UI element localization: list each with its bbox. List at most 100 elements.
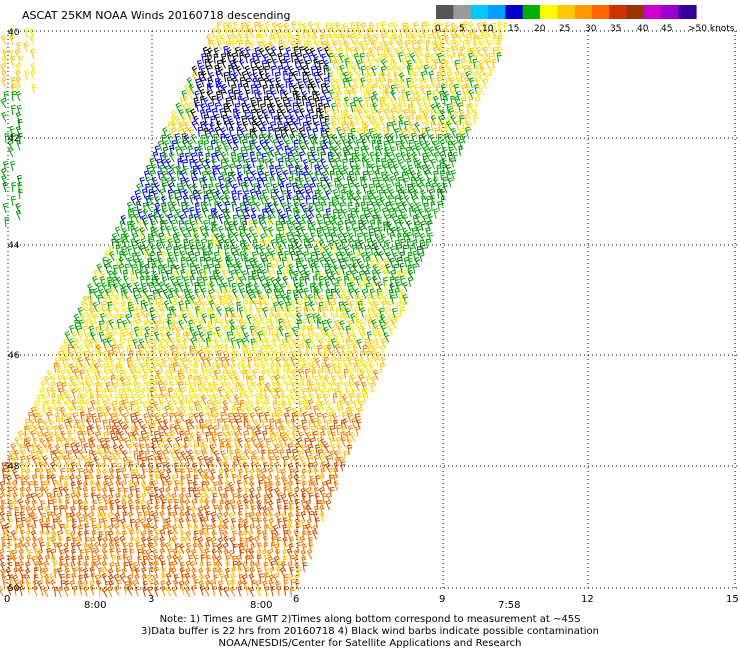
wind-barb (46, 537, 52, 548)
wind-barb (189, 294, 196, 305)
wind-barb (254, 406, 260, 417)
wind-barb (429, 194, 436, 206)
wind-barb (70, 492, 77, 503)
wind-barb (206, 52, 212, 63)
wind-barb (393, 171, 399, 182)
wind-barb (18, 585, 25, 596)
wind-barb (331, 413, 338, 424)
wind-barb (157, 301, 164, 312)
wind-barb (459, 109, 465, 120)
wind-barb (222, 208, 228, 219)
wind-barb (83, 338, 89, 349)
wind-barb (278, 245, 284, 256)
wind-barb (283, 344, 289, 355)
wind-barb (49, 493, 55, 504)
wind-barb (439, 90, 445, 101)
wind-barb (126, 295, 133, 306)
wind-barb (220, 127, 227, 138)
wind-barb (370, 349, 376, 361)
wind-barb (364, 40, 371, 51)
wind-barb (111, 238, 117, 249)
wind-barb (236, 338, 242, 349)
wind-barb (207, 250, 213, 261)
wind-barb (229, 536, 236, 548)
wind-barb (437, 200, 443, 211)
wind-barb (87, 473, 94, 484)
legend-swatch (574, 5, 593, 19)
wind-barb (42, 392, 48, 404)
wind-barb (342, 208, 348, 220)
wind-barb (322, 195, 328, 207)
wind-barb (232, 214, 238, 225)
wind-barb (306, 151, 313, 163)
wind-barb (159, 399, 166, 410)
wind-barb (278, 196, 285, 207)
wind-barb (439, 108, 446, 120)
wind-barb (133, 442, 140, 453)
wind-barb (233, 401, 239, 412)
wind-barb (216, 418, 223, 429)
wind-barb (101, 281, 108, 293)
wind-barb (139, 499, 146, 510)
wind-barb (308, 511, 314, 522)
wind-barb (442, 182, 449, 194)
wind-barb (461, 84, 467, 95)
wind-barb (248, 349, 255, 360)
wind-barb (36, 492, 43, 504)
wind-barb (174, 543, 180, 554)
wind-barb (383, 268, 390, 280)
wind-barb (343, 450, 349, 461)
wind-barb (414, 121, 421, 133)
wind-barb (149, 169, 156, 181)
wind-barb (219, 318, 225, 330)
wind-barb (317, 270, 324, 282)
wind-barb (115, 530, 121, 541)
wind-barb (340, 293, 346, 305)
wind-barb (422, 214, 429, 226)
wind-barb (398, 120, 404, 131)
wind-barb (233, 231, 239, 243)
wind-barb (91, 413, 97, 424)
wind-barb (444, 21, 451, 33)
wind-barb (0, 492, 5, 504)
wind-barb (87, 512, 94, 523)
wind-barb (301, 90, 308, 102)
wind-barb (310, 345, 316, 356)
wind-barb (425, 40, 431, 51)
wind-barb (79, 393, 86, 405)
wind-barb (234, 257, 241, 269)
wind-barb (283, 169, 289, 181)
wind-barb (30, 69, 36, 81)
wind-barb (314, 97, 320, 108)
wind-barb (475, 46, 482, 57)
wind-barb (135, 399, 141, 410)
wind-barb (457, 102, 463, 113)
wind-barb (103, 524, 109, 535)
wind-barb (231, 579, 237, 590)
wind-barb (223, 511, 229, 522)
wind-barb (182, 406, 189, 417)
wind-barb (188, 214, 194, 225)
wind-barb (212, 567, 218, 578)
wind-barb (336, 443, 343, 454)
wind-barb (261, 268, 268, 280)
wind-barb (120, 350, 127, 362)
wind-barb (149, 480, 154, 491)
wind-barb (8, 450, 15, 461)
wind-barb (418, 58, 425, 69)
wind-barb (244, 53, 250, 64)
wind-barb (256, 176, 262, 188)
wind-barb (271, 448, 278, 460)
wind-barb (297, 21, 304, 32)
wind-barb (279, 34, 285, 45)
wind-barb (459, 72, 466, 83)
wind-barb (152, 190, 159, 201)
legend-tick-label: 0 (435, 24, 441, 34)
wind-barb (159, 164, 165, 175)
wind-barb (193, 375, 199, 387)
wind-barb (309, 325, 316, 336)
wind-barb (256, 499, 262, 511)
wind-barb (288, 505, 294, 516)
wind-barb (274, 419, 280, 430)
wind-barb (226, 226, 232, 237)
